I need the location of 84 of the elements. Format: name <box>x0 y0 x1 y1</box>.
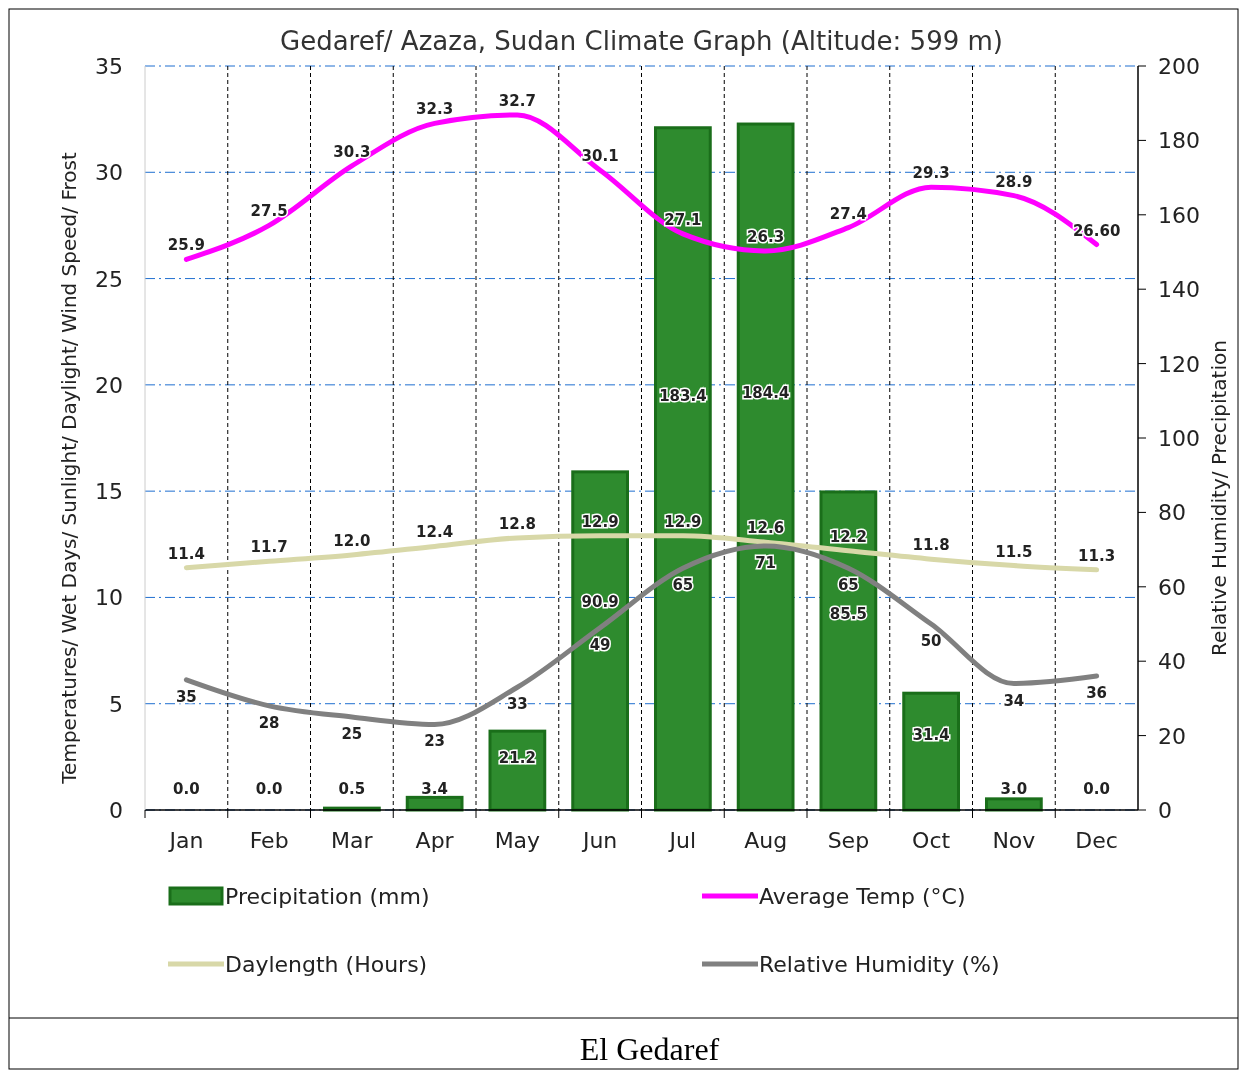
data-label: 49 <box>589 635 611 654</box>
legend-label: Relative Humidity (%) <box>759 952 1000 977</box>
y2-tick-label: 0 <box>1158 798 1172 823</box>
legend-label: Precipitation (mm) <box>225 884 430 909</box>
y-tick-label: 35 <box>95 54 123 79</box>
x-tick-label: Jun <box>580 828 618 853</box>
x-tick-label: Dec <box>1075 828 1118 853</box>
x-tick-label: May <box>494 828 541 853</box>
x-tick-label: Jan <box>167 828 204 853</box>
data-label: 33 <box>506 695 528 714</box>
data-label: 183.4 <box>659 386 707 405</box>
data-label: 27.4 <box>829 204 867 223</box>
data-label: 31.4 <box>912 725 950 744</box>
y-tick-label: 25 <box>95 266 123 292</box>
text: El Gedaref <box>579 1031 720 1067</box>
data-label: 23 <box>424 732 446 751</box>
data-label: 0.0 <box>255 780 283 798</box>
x-tick-label: Sep <box>827 828 870 853</box>
data-label: 12.2 <box>829 527 867 546</box>
y2-tick-label: 140 <box>1158 277 1200 303</box>
x-tick-label: Oct <box>912 828 951 853</box>
data-label: 11.5 <box>995 542 1033 561</box>
data-label: 35 <box>175 687 197 706</box>
data-label: 21.2 <box>498 748 536 767</box>
data-label: 12.9 <box>581 512 619 531</box>
data-label: 36 <box>1086 684 1108 703</box>
data-label: 0.0 <box>1083 780 1110 798</box>
data-label: 25.9 <box>167 236 205 255</box>
y-axis-title: Temperatures/ Wet Days/ Sunlight/ Daylight/ Wind Speed/ Frost <box>57 152 81 785</box>
chart-title: Gedaref/ Azaza, Sudan Climate Graph (Altitude: 599 m) <box>280 26 1003 56</box>
y2-tick-label: 100 <box>1158 426 1200 451</box>
data-label: 11.4 <box>167 544 205 563</box>
y2-tick-label: 120 <box>1158 351 1200 377</box>
data-label: 26.3 <box>747 227 785 246</box>
data-label: 25 <box>341 725 363 743</box>
y2-tick-label: 80 <box>1158 500 1186 526</box>
y2-tick-label: 40 <box>1158 649 1186 675</box>
data-label: 65 <box>837 576 859 595</box>
data-label: 11.7 <box>250 538 288 557</box>
x-tick-label: Nov <box>992 828 1036 853</box>
y2-axis-title: Relative Humidity/ Precipitation <box>1207 340 1231 656</box>
data-label: 3.4 <box>421 780 448 798</box>
data-label: 12.6 <box>747 519 785 538</box>
data-label: 28.9 <box>995 172 1033 191</box>
data-label: 12.8 <box>498 514 536 533</box>
data-label: 32.7 <box>498 91 536 110</box>
data-label: 12.0 <box>333 531 371 550</box>
legend-label: Daylength (Hours) <box>225 952 428 977</box>
legend-label: Average Temp (°C) <box>759 884 966 909</box>
y2-tick-label: 200 <box>1158 54 1200 79</box>
data-label: 29.3 <box>912 164 950 183</box>
data-label: 32.3 <box>416 100 454 119</box>
data-label: 30.3 <box>333 142 371 161</box>
x-tick-label: Mar <box>331 828 374 853</box>
x-tick-label: Aug <box>744 828 788 853</box>
y-tick-label: 20 <box>95 372 123 398</box>
x-tick-label: Jul <box>667 828 697 853</box>
data-label: 65 <box>672 576 694 595</box>
y-tick-label: 15 <box>95 479 123 505</box>
y2-tick-label: 60 <box>1158 574 1186 600</box>
y-tick-label: 5 <box>109 691 123 717</box>
y2-tick-label: 180 <box>1158 128 1200 154</box>
data-label: 27.5 <box>250 202 288 221</box>
data-label: 71 <box>755 553 777 572</box>
data-label: 85.5 <box>829 605 867 624</box>
y2-tick-label: 20 <box>1158 723 1186 749</box>
data-label: 27.1 <box>664 210 702 229</box>
data-label: 50 <box>920 632 942 650</box>
data-label: 12.4 <box>416 523 454 542</box>
data-label: 90.9 <box>581 593 619 612</box>
x-tick-label: Feb <box>249 828 289 853</box>
x-tick-label: Apr <box>415 828 455 853</box>
y-tick-label: 0 <box>109 798 123 823</box>
data-label: 12.9 <box>664 512 702 531</box>
y-tick-label: 30 <box>95 160 123 186</box>
data-label: 28 <box>258 713 280 732</box>
y2-tick-label: 160 <box>1158 202 1200 228</box>
data-label: 0.0 <box>173 780 200 798</box>
data-label: 184.4 <box>741 384 790 403</box>
data-label: 0.5 <box>338 780 366 798</box>
data-label: 11.3 <box>1078 546 1116 565</box>
data-label: 3.0 <box>1000 780 1028 798</box>
data-label: 11.8 <box>912 536 950 555</box>
y-tick-label: 10 <box>95 585 123 611</box>
